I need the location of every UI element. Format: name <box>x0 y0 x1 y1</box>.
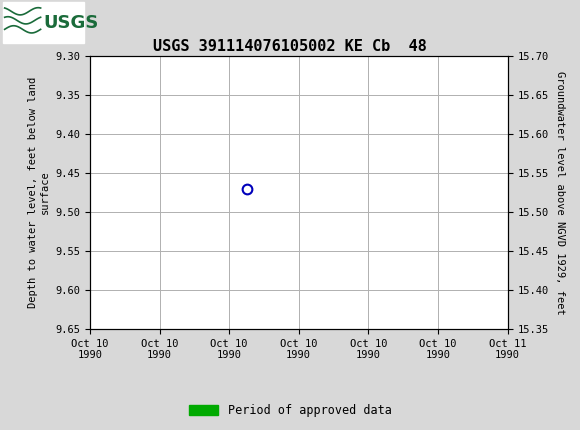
Y-axis label: Groundwater level above NGVD 1929, feet: Groundwater level above NGVD 1929, feet <box>556 71 566 314</box>
Text: USGS 391114076105002 KE Cb  48: USGS 391114076105002 KE Cb 48 <box>153 39 427 54</box>
Text: USGS: USGS <box>44 14 99 31</box>
Y-axis label: Depth to water level, feet below land
surface: Depth to water level, feet below land su… <box>28 77 50 308</box>
Legend: Period of approved data: Period of approved data <box>184 399 396 422</box>
